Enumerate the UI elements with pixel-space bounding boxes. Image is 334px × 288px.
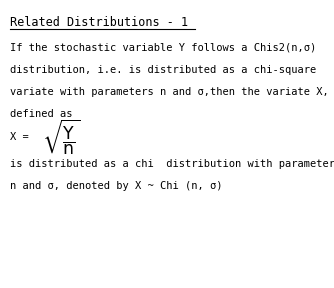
Text: If the stochastic variable Y follows a Chis2(n,σ): If the stochastic variable Y follows a C… (10, 43, 316, 53)
Text: X =: X = (10, 132, 35, 142)
Text: n and σ, denoted by X ~ Chi (n, σ): n and σ, denoted by X ~ Chi (n, σ) (10, 181, 222, 191)
Text: is distributed as a chi  distribution with parameters: is distributed as a chi distribution wit… (10, 159, 334, 169)
Text: distribution, i.e. is distributed as a chi-square: distribution, i.e. is distributed as a c… (10, 65, 316, 75)
Text: $\sqrt{\dfrac{\mathrm{Y}}{\mathrm{n}}}$: $\sqrt{\dfrac{\mathrm{Y}}{\mathrm{n}}}$ (42, 117, 80, 157)
Text: variate with parameters n and σ,then the variate X,: variate with parameters n and σ,then the… (10, 87, 329, 97)
Text: Related Distributions - 1: Related Distributions - 1 (10, 16, 188, 29)
Text: defined as: defined as (10, 109, 72, 119)
